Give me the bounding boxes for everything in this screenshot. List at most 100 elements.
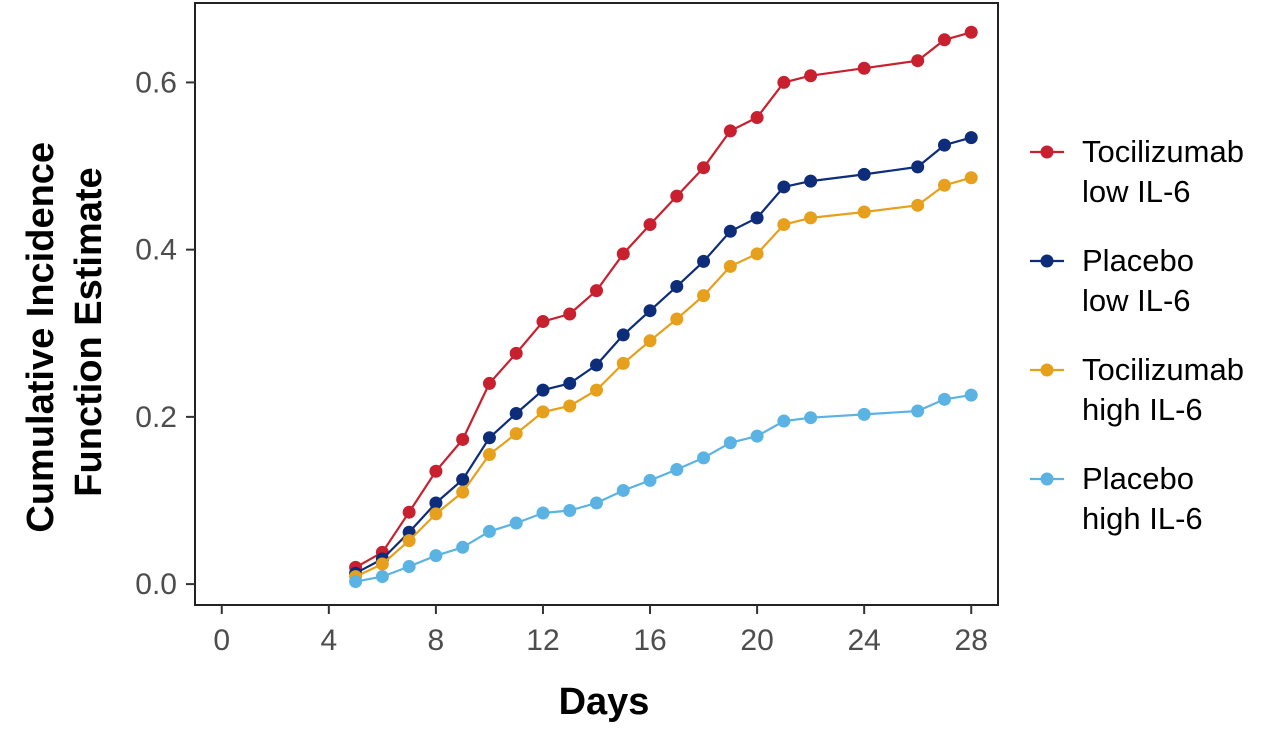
data-point [750, 211, 764, 225]
data-point [563, 376, 577, 390]
x-tick-label: 12 [526, 624, 559, 657]
data-point [964, 388, 978, 402]
x-tick-label: 28 [955, 624, 988, 657]
data-point [937, 392, 951, 406]
legend-key-marker [1040, 254, 1054, 268]
data-point [616, 483, 630, 497]
data-point [911, 54, 925, 68]
series-3 [349, 171, 978, 584]
y-axis: 0.0 0.2 0.4 0.6 [135, 66, 195, 601]
data-point [349, 575, 363, 589]
data-point [804, 411, 818, 425]
series-line [355, 136, 972, 575]
data-point [456, 485, 470, 499]
data-point [937, 33, 951, 47]
data-point [937, 178, 951, 192]
data-point [402, 505, 416, 519]
x-tick-label: 4 [320, 624, 337, 657]
data-point [590, 496, 603, 510]
plot-border [194, 2, 999, 606]
data-point [804, 174, 818, 188]
y-axis-title-line-1: Cumulative Incidence [20, 142, 62, 533]
data-point [482, 376, 496, 390]
series-line [355, 176, 972, 578]
plot-area [194, 2, 999, 606]
data-point [536, 405, 550, 419]
data-point [937, 138, 951, 152]
legend-key-marker [1040, 363, 1054, 377]
x-tick-label: 16 [633, 624, 666, 657]
data-point [857, 407, 871, 421]
data-point [616, 247, 630, 261]
legend-key-marker [1040, 145, 1054, 159]
data-point [536, 506, 550, 520]
data-point [804, 69, 818, 83]
legend-item: Placebo low IL-6 [1030, 243, 1194, 318]
data-point [643, 473, 657, 487]
x-axis-title: Days [559, 681, 650, 723]
data-point [482, 431, 496, 445]
data-point [697, 161, 711, 175]
data-point [723, 436, 737, 450]
data-point [643, 304, 657, 318]
legend-label: high IL-6 [1082, 501, 1203, 536]
data-point [670, 189, 684, 203]
x-tick-label: 0 [213, 624, 230, 657]
data-point [375, 557, 389, 571]
data-point [456, 432, 470, 446]
data-point [750, 429, 764, 443]
series-line [355, 394, 972, 583]
data-point [563, 307, 577, 321]
data-point [911, 160, 925, 174]
y-tick-label: 0.2 [135, 401, 177, 434]
data-point [777, 180, 791, 194]
series-layer [349, 25, 978, 589]
data-point [509, 516, 523, 530]
data-point [697, 289, 711, 303]
data-point [482, 448, 496, 461]
data-point [723, 259, 737, 273]
data-point [429, 549, 443, 563]
data-point [964, 25, 978, 39]
y-tick-label: 0.0 [135, 568, 177, 601]
legend-label: low IL-6 [1082, 174, 1191, 209]
data-point [804, 211, 818, 225]
data-point [402, 534, 416, 548]
data-point [911, 404, 925, 418]
series-1 [349, 25, 978, 574]
data-point [670, 279, 684, 293]
series-4 [349, 388, 978, 589]
data-point [616, 328, 630, 342]
data-point [857, 167, 871, 181]
data-point [964, 131, 978, 145]
data-point [482, 524, 496, 538]
x-tick-label: 24 [847, 624, 880, 657]
data-point [429, 507, 443, 521]
data-point [964, 171, 978, 185]
data-point [697, 451, 711, 465]
data-point [777, 218, 791, 232]
x-axis: 0 4 8 12 16 20 24 28 [213, 605, 988, 657]
legend-key-marker [1040, 472, 1054, 486]
data-point [723, 224, 737, 238]
data-point [429, 464, 443, 478]
data-point [509, 346, 523, 360]
data-point [697, 254, 711, 268]
y-tick-label: 0.4 [135, 234, 177, 267]
y-tick-label: 0.6 [135, 66, 177, 99]
data-point [857, 61, 871, 75]
series-line [355, 31, 972, 569]
data-point [643, 218, 657, 232]
data-point [590, 358, 603, 372]
data-point [509, 427, 523, 441]
data-point [590, 284, 603, 298]
data-point [536, 383, 550, 397]
legend-label: Tocilizumab [1082, 134, 1244, 169]
data-point [643, 334, 657, 348]
legend-label: Placebo [1082, 243, 1194, 278]
data-point [402, 560, 416, 574]
data-point [375, 570, 389, 584]
data-point [911, 198, 925, 212]
